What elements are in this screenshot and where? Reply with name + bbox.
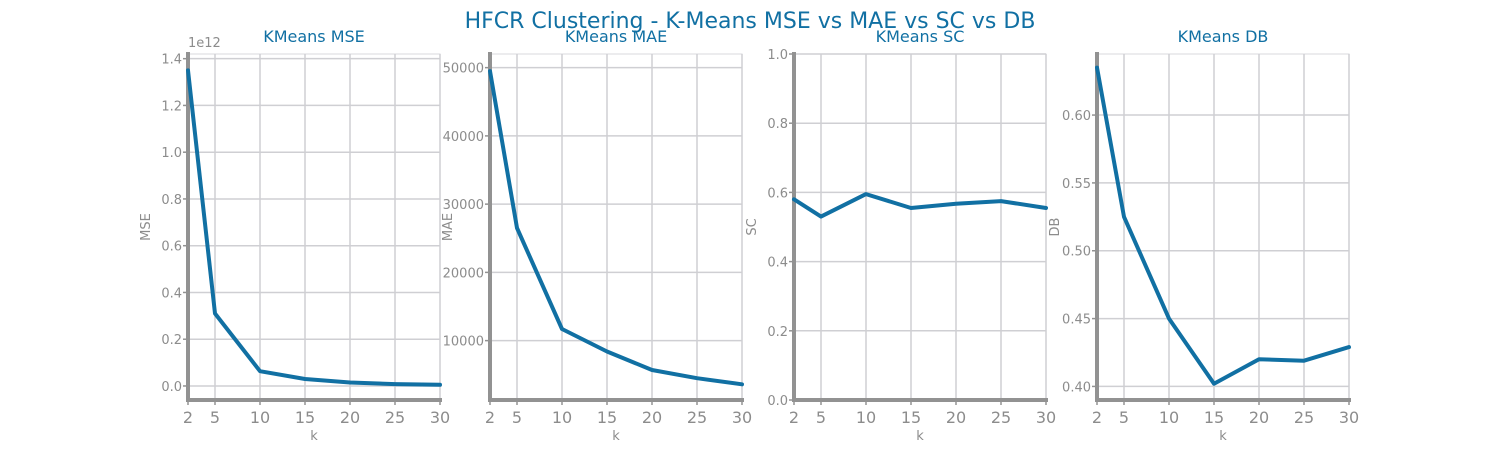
sc-y-tick-label: 0.2 [767,325,788,340]
mse-y-tick-label: 1.0 [161,146,182,161]
sc-plot-area: 2 5 10 15 20 25 30 0.0 0.2 0.4 0.6 0.8 1.0 [767,48,1056,427]
mse-x-tick-label: 5 [210,408,220,427]
sc-x-tick-label: 25 [991,408,1011,427]
mae-plot-area: 2 5 10 15 20 25 30 10000 20000 30000 40000 50000 [443,52,752,427]
db-subplot-title: KMeans DB [1178,27,1269,46]
db-x-tick-label: 15 [1204,408,1224,427]
mse-y-tick-label: 0.0 [161,380,182,395]
mae-y-tick-label: 50000 [443,62,484,77]
db-y-tick-label: 0.60 [1062,109,1091,124]
mae-x-tick-label: 20 [642,408,662,427]
mse-x-tick-label: 20 [340,408,360,427]
mse-x-axis-label: k [310,429,318,444]
db-x-tick-label: 20 [1249,408,1269,427]
sc-subplot: KMeans SC k SC 2 5 10 15 20 25 30 0.0 0.2 0.4 0.6 0… [745,27,1056,444]
db-y-tick-label: 0.55 [1062,177,1091,192]
db-plot-frame [1096,53,1350,401]
sc-x-axis-label: k [916,429,924,444]
mse-y-offset-text: 1e12 [188,36,221,51]
db-y-tick-label: 0.45 [1062,313,1091,328]
sc-y-tick-label: 1.0 [767,48,788,63]
db-subplot: KMeans DB k DB 2 5 10 15 20 25 30 0.40 0.45 0.50 0… [1048,27,1359,444]
mse-x-tick-label: 25 [385,408,405,427]
mae-subplot-title: KMeans MAE [565,27,667,46]
sc-x-tick-label: 30 [1036,408,1056,427]
mae-plot-frame [489,53,743,401]
mae-x-tick-label: 10 [552,408,572,427]
sc-y-tick-label: 0.8 [767,117,788,132]
sc-plot-frame [793,53,1047,401]
mse-x-tick-label: 10 [250,408,270,427]
sc-x-tick-label: 2 [789,408,799,427]
sc-x-tick-label: 15 [901,408,921,427]
mse-plot-area: 2 5 10 15 20 25 30 0.0 0.2 0.4 0.6 0.8 1.0 1.2 1.4 [161,52,450,427]
db-x-tick-label: 2 [1092,408,1102,427]
mae-x-tick-label: 30 [732,408,752,427]
mae-x-tick-label: 2 [485,408,495,427]
db-x-tick-label: 5 [1119,408,1129,427]
sc-series-line [792,192,1048,219]
mse-x-tick-label: 30 [430,408,450,427]
mse-y-tick-label: 1.4 [161,53,182,68]
sc-x-tick-label: 5 [816,408,826,427]
db-x-tick-label: 10 [1159,408,1179,427]
mse-subplot: KMeans MSE k MSE 1e12 2 5 10 15 20 25 30 0.0 0.2… [139,27,450,444]
db-y-tick-label: 0.50 [1062,245,1091,260]
figure-suptitle: HFCR Clustering - K-Means MSE vs MAE vs … [465,9,1036,34]
mse-y-axis-label: MSE [139,213,154,241]
mae-x-tick-label: 5 [512,408,522,427]
mae-x-tick-label: 15 [597,408,617,427]
mae-y-tick-label: 10000 [443,335,484,350]
sc-y-tick-label: 0.0 [767,394,788,409]
mae-y-axis-label: MAE [441,213,456,241]
mae-y-tick-label: 20000 [443,266,484,281]
db-y-axis-label: DB [1048,218,1063,237]
db-y-tick-label: 0.40 [1062,380,1091,395]
mae-x-tick-label: 25 [687,408,707,427]
sc-y-axis-label: SC [745,218,760,235]
mse-series-line [186,68,442,387]
sc-subplot-title: KMeans SC [876,27,965,46]
sc-y-tick-label: 0.6 [767,186,788,201]
sc-y-tick-label: 0.4 [767,256,788,271]
sc-x-tick-label: 20 [946,408,966,427]
mse-y-tick-label: 0.4 [161,286,182,301]
mae-subplot: KMeans MAE k MAE 2 5 10 15 20 25 30 10000 20000 3… [441,27,752,444]
mae-x-axis-label: k [612,429,620,444]
mse-x-tick-label: 15 [295,408,315,427]
db-series-line [1095,65,1351,386]
mae-series-line [488,69,744,387]
db-x-tick-label: 30 [1339,408,1359,427]
db-x-axis-label: k [1219,429,1227,444]
mae-y-tick-label: 30000 [443,198,484,213]
mse-x-tick-label: 2 [183,408,193,427]
mae-y-tick-label: 40000 [443,130,484,145]
mse-y-tick-label: 0.6 [161,240,182,255]
mse-y-tick-label: 0.8 [161,193,182,208]
mse-subplot-title: KMeans MSE [263,27,365,46]
mse-y-tick-label: 1.2 [161,99,182,114]
db-x-tick-label: 25 [1294,408,1314,427]
sc-x-tick-label: 10 [856,408,876,427]
mse-y-tick-label: 0.2 [161,333,182,348]
db-plot-area: 2 5 10 15 20 25 30 0.40 0.45 0.50 0.55 0.60 [1062,52,1359,427]
